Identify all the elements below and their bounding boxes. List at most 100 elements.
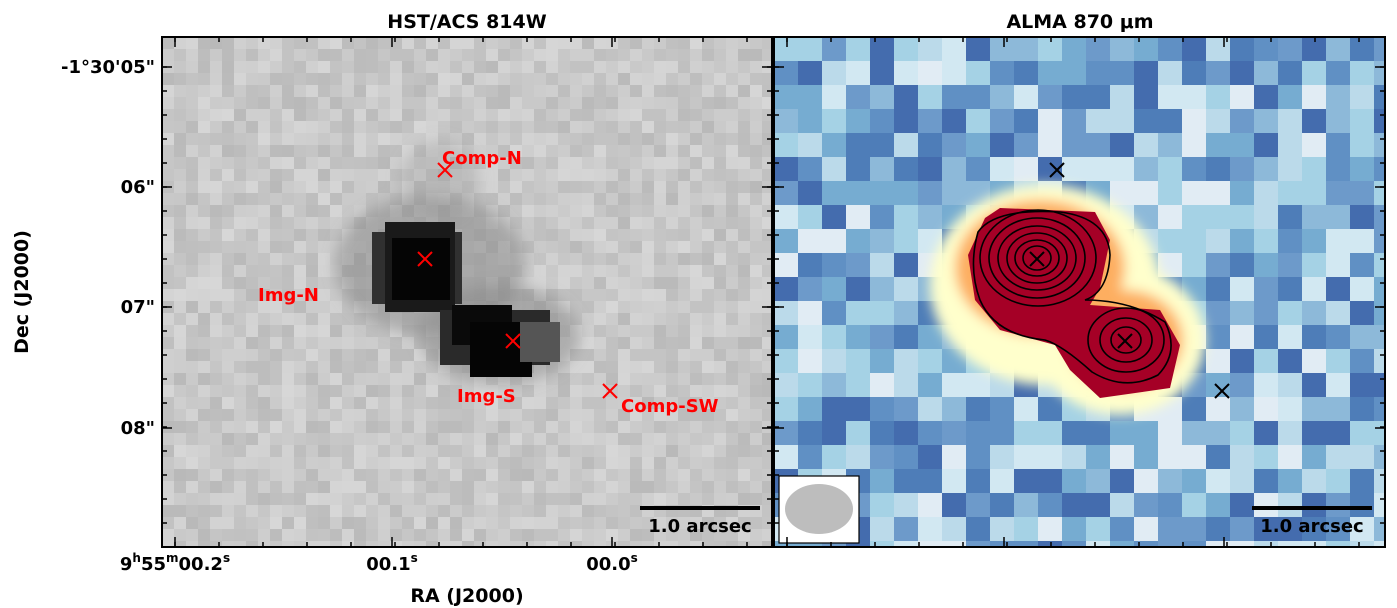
- hst-noise-pixel: [726, 385, 738, 397]
- hst-noise-pixel: [570, 169, 582, 181]
- hst-noise-pixel: [330, 493, 342, 505]
- hst-noise-pixel: [258, 61, 270, 73]
- hst-noise-pixel: [174, 457, 186, 469]
- hst-noise-pixel: [498, 409, 510, 421]
- hst-noise-pixel: [258, 73, 270, 85]
- hst-noise-pixel: [294, 349, 306, 361]
- hst-noise-pixel: [390, 49, 402, 61]
- alma-noise-pixel: [822, 541, 846, 547]
- hst-noise-pixel: [702, 541, 714, 547]
- hst-noise-pixel: [678, 421, 690, 433]
- hst-noise-pixel: [666, 349, 678, 361]
- hst-noise-pixel: [294, 373, 306, 385]
- hst-noise-pixel: [630, 97, 642, 109]
- alma-noise-pixel: [894, 517, 918, 541]
- hst-noise-pixel: [210, 469, 222, 481]
- alma-noise-pixel: [870, 325, 894, 349]
- hst-noise-pixel: [402, 133, 414, 145]
- hst-noise-pixel: [174, 97, 186, 109]
- hst-noise-pixel: [282, 97, 294, 109]
- hst-noise-pixel: [270, 157, 282, 169]
- alma-noise-pixel: [1086, 445, 1110, 469]
- hst-noise-pixel: [162, 73, 174, 85]
- hst-noise-pixel: [534, 145, 546, 157]
- hst-noise-pixel: [246, 253, 258, 265]
- alma-noise-pixel: [870, 37, 894, 61]
- alma-noise-pixel: [1134, 61, 1158, 85]
- hst-noise-pixel: [294, 529, 306, 541]
- alma-noise-pixel: [990, 517, 1014, 541]
- hst-noise-pixel: [450, 517, 462, 529]
- hst-noise-pixel: [618, 109, 630, 121]
- hst-noise-pixel: [414, 349, 426, 361]
- hst-noise-pixel: [546, 385, 558, 397]
- hst-noise-pixel: [738, 517, 750, 529]
- hst-noise-pixel: [318, 385, 330, 397]
- hst-noise-pixel: [210, 85, 222, 97]
- alma-noise-pixel: [822, 181, 846, 205]
- hst-noise-pixel: [738, 157, 750, 169]
- alma-noise-pixel: [1038, 109, 1062, 133]
- hst-noise-pixel: [690, 469, 702, 481]
- alma-noise-pixel: [1302, 421, 1326, 445]
- hst-noise-pixel: [222, 289, 234, 301]
- hst-noise-pixel: [198, 73, 210, 85]
- hst-noise-pixel: [270, 445, 282, 457]
- alma-noise-pixel: [822, 85, 846, 109]
- hst-noise-pixel: [654, 517, 666, 529]
- hst-noise-pixel: [174, 409, 186, 421]
- alma-noise-pixel: [1206, 493, 1230, 517]
- hst-noise-pixel: [666, 409, 678, 421]
- alma-noise-pixel: [774, 541, 798, 547]
- hst-noise-pixel: [486, 433, 498, 445]
- hst-noise-pixel: [630, 421, 642, 433]
- hst-noise-pixel: [306, 205, 318, 217]
- hst-noise-pixel: [366, 121, 378, 133]
- hst-noise-pixel: [606, 253, 618, 265]
- alma-noise-pixel: [1110, 133, 1134, 157]
- hst-noise-pixel: [678, 157, 690, 169]
- hst-noise-pixel: [630, 73, 642, 85]
- hst-noise-pixel: [210, 169, 222, 181]
- hst-noise-pixel: [210, 229, 222, 241]
- alma-noise-pixel: [798, 277, 822, 301]
- hst-noise-pixel: [570, 241, 582, 253]
- hst-noise-pixel: [318, 205, 330, 217]
- hst-noise-pixel: [498, 541, 510, 547]
- alma-noise-pixel: [990, 397, 1014, 421]
- hst-noise-pixel: [702, 205, 714, 217]
- alma-noise-pixel: [1062, 109, 1086, 133]
- hst-noise-pixel: [234, 493, 246, 505]
- alma-noise-pixel: [846, 349, 870, 373]
- hst-noise-pixel: [582, 397, 594, 409]
- alma-noise-pixel: [774, 85, 798, 109]
- hst-noise-pixel: [438, 469, 450, 481]
- hst-noise-pixel: [750, 493, 762, 505]
- hst-noise-pixel: [678, 49, 690, 61]
- hst-noise-pixel: [558, 193, 570, 205]
- hst-noise-pixel: [306, 97, 318, 109]
- hst-noise-pixel: [498, 157, 510, 169]
- hst-noise-pixel: [630, 541, 642, 547]
- hst-noise-pixel: [654, 37, 666, 49]
- hst-noise-pixel: [438, 421, 450, 433]
- hst-noise-pixel: [546, 397, 558, 409]
- hst-noise-pixel: [522, 217, 534, 229]
- hst-noise-pixel: [762, 385, 772, 397]
- hst-noise-pixel: [378, 457, 390, 469]
- hst-noise-pixel: [282, 73, 294, 85]
- hst-noise-pixel: [294, 337, 306, 349]
- hst-markers: [417, 162, 618, 399]
- hst-noise-pixel: [450, 505, 462, 517]
- hst-noise-pixel: [258, 505, 270, 517]
- hst-noise-pixel: [366, 97, 378, 109]
- hst-noise-pixel: [462, 433, 474, 445]
- hst-noise-pixel: [426, 37, 438, 49]
- hst-noise-pixel: [426, 109, 438, 121]
- hst-noise-pixel: [246, 133, 258, 145]
- hst-noise-pixel: [762, 529, 772, 541]
- hst-noise-pixel: [342, 109, 354, 121]
- alma-noise-pixel: [990, 421, 1014, 445]
- hst-noise-pixel: [522, 193, 534, 205]
- alma-noise-pixel: [1230, 325, 1254, 349]
